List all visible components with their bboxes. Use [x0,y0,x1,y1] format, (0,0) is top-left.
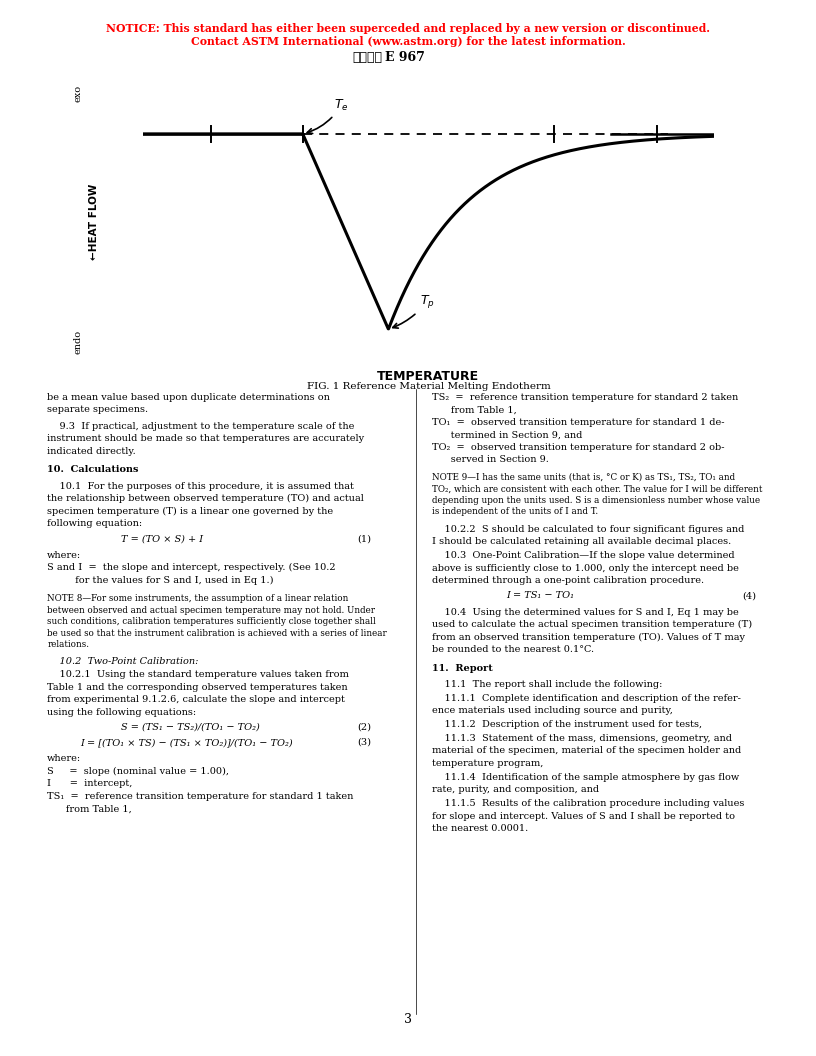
Text: TO₂, which are consistent with each other. The value for I will be different: TO₂, which are consistent with each othe… [432,485,763,493]
Text: be a mean value based upon duplicate determinations on: be a mean value based upon duplicate det… [47,393,330,402]
Text: 11.1  The report shall include the following:: 11.1 The report shall include the follow… [432,680,663,690]
Text: TEMPERATURE: TEMPERATURE [377,370,480,382]
Text: using the following equations:: using the following equations: [47,708,197,717]
Text: $T_p$: $T_p$ [392,293,435,328]
Text: served in Section 9.: served in Section 9. [432,455,549,465]
Text: 11.1.2  Description of the instrument used for tests,: 11.1.2 Description of the instrument use… [432,720,703,730]
Text: for slope and intercept. Values of S and I shall be reported to: for slope and intercept. Values of S and… [432,812,735,821]
Text: (4): (4) [743,591,756,600]
Text: (1): (1) [357,534,371,543]
Text: S and I  =  the slope and intercept, respectively. (See 10.2: S and I = the slope and intercept, respe… [47,563,336,572]
Text: rate, purity, and composition, and: rate, purity, and composition, and [432,786,600,794]
Text: the relationship between observed temperature (TO) and actual: the relationship between observed temper… [47,494,364,504]
Text: instrument should be made so that temperatures are accurately: instrument should be made so that temper… [47,434,365,444]
Text: 10.3  One-Point Calibration—If the slope value determined: 10.3 One-Point Calibration—If the slope … [432,551,735,561]
Text: I      =  intercept,: I = intercept, [47,779,133,788]
Text: FIG. 1 Reference Material Melting Endotherm: FIG. 1 Reference Material Melting Endoth… [307,382,550,392]
Text: TS₁  =  reference transition temperature for standard 1 taken: TS₁ = reference transition temperature f… [47,792,353,800]
Text: separate specimens.: separate specimens. [47,406,149,414]
Text: 10.1  For the purposes of this procedure, it is assumed that: 10.1 For the purposes of this procedure,… [47,482,354,491]
Text: (3): (3) [357,738,371,747]
Text: I should be calculated retaining all available decimal places.: I should be calculated retaining all ava… [432,538,732,547]
Text: following equation:: following equation: [47,520,143,528]
Text: 11.1.3  Statement of the mass, dimensions, geometry, and: 11.1.3 Statement of the mass, dimensions… [432,734,733,743]
Text: ←HEAT FLOW: ←HEAT FLOW [89,184,99,260]
Text: material of the specimen, material of the specimen holder and: material of the specimen, material of th… [432,747,742,755]
Text: indicated directly.: indicated directly. [47,447,136,455]
Text: for the values for S and I, used in Eq 1.): for the values for S and I, used in Eq 1… [47,576,274,585]
Text: $T_e$: $T_e$ [307,97,348,133]
Text: 10.  Calculations: 10. Calculations [47,466,139,474]
Text: I = TS₁ − TO₁: I = TS₁ − TO₁ [506,591,574,600]
Text: determined through a one-point calibration procedure.: determined through a one-point calibrati… [432,577,704,585]
Text: termined in Section 9, and: termined in Section 9, and [432,431,583,439]
Text: TO₂  =  observed transition temperature for standard 2 ob-: TO₂ = observed transition temperature fo… [432,442,725,452]
Text: 9.3  If practical, adjustment to the temperature scale of the: 9.3 If practical, adjustment to the temp… [47,421,355,431]
Text: 11.1.4  Identification of the sample atmosphere by gas flow: 11.1.4 Identification of the sample atmo… [432,773,740,781]
Text: where:: where: [47,754,82,763]
Text: S = (TS₁ − TS₂)/(TO₁ − TO₂): S = (TS₁ − TS₂)/(TO₁ − TO₂) [121,723,259,732]
Text: temperature program,: temperature program, [432,759,543,768]
Text: (2): (2) [357,723,371,732]
Text: T = (TO × S) + I: T = (TO × S) + I [121,534,203,543]
Text: ⓐⓢⓣⓜ: ⓐⓢⓣⓜ [352,51,382,63]
Text: NOTE 9—I has the same units (that is, °C or K) as TS₁, TS₂, TO₁ and: NOTE 9—I has the same units (that is, °C… [432,473,735,482]
Text: such conditions, calibration temperatures sufficiently close together shall: such conditions, calibration temperature… [47,618,376,626]
Text: from Table 1,: from Table 1, [47,805,132,813]
Text: S     =  slope (nominal value = 1.00),: S = slope (nominal value = 1.00), [47,767,229,776]
Text: 11.1.5  Results of the calibration procedure including values: 11.1.5 Results of the calibration proced… [432,799,745,808]
Text: endo: endo [73,329,82,354]
Text: Contact ASTM International (www.astm.org) for the latest information.: Contact ASTM International (www.astm.org… [191,36,625,46]
Text: TO₁  =  observed transition temperature for standard 1 de-: TO₁ = observed transition temperature fo… [432,418,725,427]
Text: is independent of the units of I and T.: is independent of the units of I and T. [432,508,599,516]
Text: E 967: E 967 [385,51,425,63]
Text: be rounded to the nearest 0.1°C.: be rounded to the nearest 0.1°C. [432,645,595,654]
Text: 10.2  Two-Point Calibration:: 10.2 Two-Point Calibration: [47,657,199,665]
Text: NOTE 8—For some instruments, the assumption of a linear relation: NOTE 8—For some instruments, the assumpt… [47,595,348,603]
Text: from an observed transition temperature (TO). Values of T may: from an observed transition temperature … [432,633,746,642]
Text: 10.4  Using the determined values for S and I, Eq 1 may be: 10.4 Using the determined values for S a… [432,607,739,617]
Text: between observed and actual specimen temperature may not hold. Under: between observed and actual specimen tem… [47,606,375,615]
Text: specimen temperature (T) is a linear one governed by the: specimen temperature (T) is a linear one… [47,507,334,515]
Text: be used so that the instrument calibration is achieved with a series of linear: be used so that the instrument calibrati… [47,628,387,638]
Text: depending upon the units used. S is a dimensionless number whose value: depending upon the units used. S is a di… [432,496,761,505]
Text: relations.: relations. [47,640,89,649]
Text: 11.1.1  Complete identification and description of the refer-: 11.1.1 Complete identification and descr… [432,694,742,703]
Text: TS₂  =  reference transition temperature for standard 2 taken: TS₂ = reference transition temperature f… [432,393,738,402]
Text: the nearest 0.0001.: the nearest 0.0001. [432,824,529,833]
Text: 10.2.2  S should be calculated to four significant figures and: 10.2.2 S should be calculated to four si… [432,525,745,534]
Text: where:: where: [47,550,82,560]
Text: from experimental 9.1.2.6, calculate the slope and intercept: from experimental 9.1.2.6, calculate the… [47,696,345,704]
Text: from Table 1,: from Table 1, [432,406,517,414]
Text: 10.2.1  Using the standard temperature values taken from: 10.2.1 Using the standard temperature va… [47,671,349,679]
Text: Table 1 and the corresponding observed temperatures taken: Table 1 and the corresponding observed t… [47,683,348,692]
Text: ence materials used including source and purity,: ence materials used including source and… [432,706,673,715]
Text: exo: exo [73,84,82,101]
Text: NOTICE: This standard has either been superceded and replaced by a new version o: NOTICE: This standard has either been su… [106,23,710,34]
Text: 3: 3 [404,1014,412,1026]
Text: I = [(TO₁ × TS) − (TS₁ × TO₂)]/(TO₁ − TO₂): I = [(TO₁ × TS) − (TS₁ × TO₂)]/(TO₁ − TO… [80,738,293,747]
Text: above is sufficiently close to 1.000, only the intercept need be: above is sufficiently close to 1.000, on… [432,564,739,572]
Text: 11.  Report: 11. Report [432,664,493,673]
Text: used to calculate the actual specimen transition temperature (T): used to calculate the actual specimen tr… [432,620,752,629]
